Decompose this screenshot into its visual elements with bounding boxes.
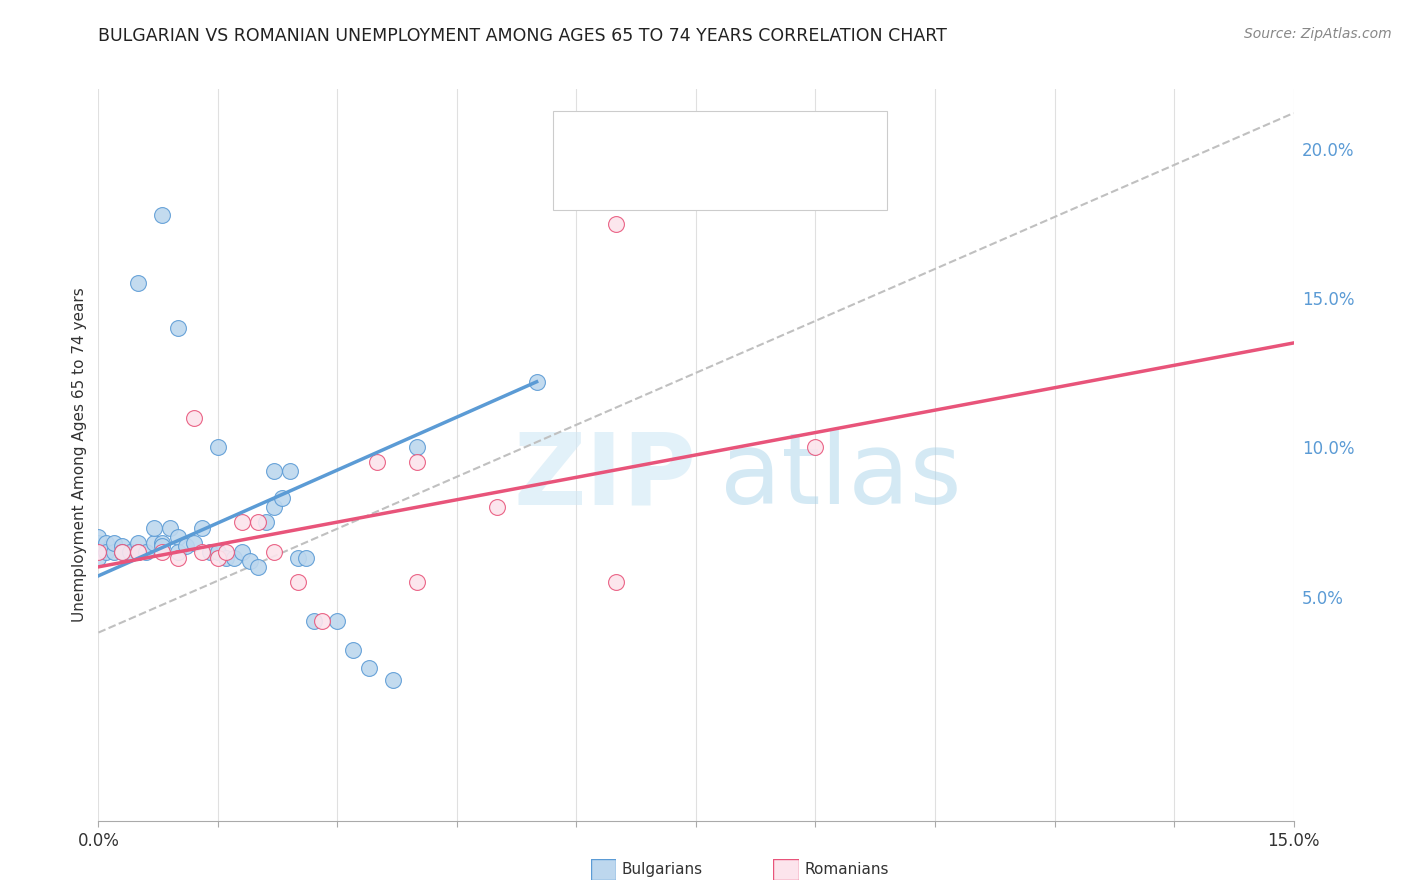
- Point: [406, 455, 429, 469]
- Point: [87, 530, 110, 544]
- Point: [287, 574, 309, 589]
- Point: [263, 500, 285, 515]
- Text: 21: 21: [731, 173, 754, 191]
- Point: [191, 521, 214, 535]
- Point: [302, 614, 325, 628]
- Point: [263, 545, 285, 559]
- Point: [246, 560, 269, 574]
- Point: [215, 550, 238, 565]
- Point: [120, 545, 142, 559]
- Point: [326, 614, 349, 628]
- Point: [167, 545, 190, 559]
- Point: [127, 545, 149, 559]
- Point: [111, 545, 134, 559]
- Point: [263, 464, 285, 478]
- Text: ZIP: ZIP: [513, 428, 696, 525]
- Point: [239, 554, 262, 568]
- Point: [231, 515, 253, 529]
- Text: R =: R =: [612, 175, 645, 190]
- Text: atlas: atlas: [720, 428, 962, 525]
- Point: [87, 536, 110, 550]
- Point: [167, 550, 190, 565]
- Point: [406, 574, 429, 589]
- Text: Bulgarians: Bulgarians: [621, 863, 703, 877]
- Point: [87, 545, 110, 559]
- Point: [127, 545, 149, 559]
- Text: 48: 48: [731, 130, 754, 148]
- Y-axis label: Unemployment Among Ages 65 to 74 years: Unemployment Among Ages 65 to 74 years: [72, 287, 87, 623]
- Point: [150, 539, 173, 553]
- Point: [278, 464, 301, 478]
- Point: [127, 536, 149, 550]
- Point: [159, 521, 181, 535]
- Point: [135, 545, 157, 559]
- Point: [311, 614, 333, 628]
- Text: N =: N =: [693, 175, 737, 190]
- Point: [231, 545, 253, 559]
- Point: [222, 550, 245, 565]
- Point: [111, 539, 134, 553]
- Point: [103, 536, 125, 550]
- Text: Romanians: Romanians: [804, 863, 889, 877]
- Point: [150, 536, 173, 550]
- Text: N =: N =: [693, 131, 737, 146]
- Point: [207, 550, 229, 565]
- Point: [198, 545, 221, 559]
- Point: [87, 550, 110, 565]
- Point: [183, 536, 205, 550]
- Point: [183, 410, 205, 425]
- Point: [143, 521, 166, 535]
- Text: BULGARIAN VS ROMANIAN UNEMPLOYMENT AMONG AGES 65 TO 74 YEARS CORRELATION CHART: BULGARIAN VS ROMANIAN UNEMPLOYMENT AMONG…: [98, 27, 948, 45]
- Text: 0.430: 0.430: [651, 173, 703, 191]
- Point: [174, 539, 197, 553]
- Point: [287, 550, 309, 565]
- Point: [207, 545, 229, 559]
- Point: [254, 515, 277, 529]
- Point: [111, 545, 134, 559]
- Point: [804, 441, 827, 455]
- Text: Source: ZipAtlas.com: Source: ZipAtlas.com: [1244, 27, 1392, 41]
- Point: [270, 491, 292, 506]
- Point: [127, 277, 149, 291]
- Point: [366, 455, 388, 469]
- Point: [605, 574, 627, 589]
- Point: [294, 550, 316, 565]
- Text: 0.366: 0.366: [651, 130, 703, 148]
- Point: [143, 536, 166, 550]
- Point: [342, 643, 364, 657]
- Point: [191, 545, 214, 559]
- Point: [359, 661, 381, 675]
- Point: [167, 321, 190, 335]
- Point: [406, 441, 429, 455]
- Point: [96, 545, 118, 559]
- Point: [526, 375, 548, 389]
- Point: [215, 545, 238, 559]
- Point: [207, 441, 229, 455]
- Point: [485, 500, 508, 515]
- Text: R =: R =: [612, 131, 645, 146]
- Point: [246, 515, 269, 529]
- Point: [96, 536, 118, 550]
- Point: [167, 530, 190, 544]
- Point: [150, 208, 173, 222]
- Point: [150, 545, 173, 559]
- Point: [382, 673, 405, 688]
- Point: [103, 545, 125, 559]
- Point: [605, 217, 627, 231]
